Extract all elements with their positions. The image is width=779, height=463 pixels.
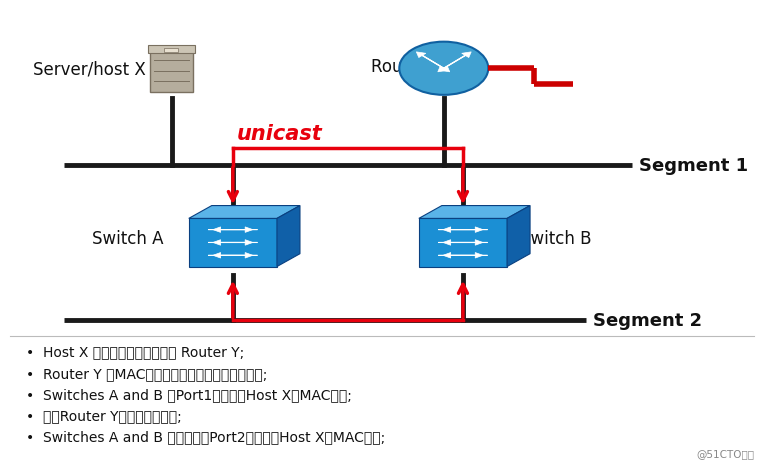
FancyArrow shape [208, 253, 253, 258]
Text: Router Y: Router Y [371, 58, 442, 76]
FancyArrow shape [213, 240, 257, 246]
FancyBboxPatch shape [150, 50, 192, 93]
Polygon shape [419, 219, 507, 267]
Polygon shape [507, 206, 530, 267]
FancyArrow shape [439, 253, 483, 258]
FancyBboxPatch shape [164, 49, 178, 52]
Circle shape [400, 43, 488, 96]
Text: •  Router Y 的MAC地址还没有被每个交换机学习到;: • Router Y 的MAC地址还没有被每个交换机学习到; [26, 366, 267, 380]
FancyArrow shape [422, 56, 449, 73]
Text: Segment 1: Segment 1 [640, 156, 749, 174]
Polygon shape [189, 206, 300, 219]
Text: •  到辽Router Y的数据帧被泛洪;: • 到辽Router Y的数据帧被泛洪; [26, 408, 182, 422]
Text: •  Switches A and B 不正确的在Port2上学习到Host X的MAC地址;: • Switches A and B 不正确的在Port2上学习到Host X的… [26, 429, 385, 443]
FancyArrow shape [443, 240, 488, 246]
Text: Server/host X: Server/host X [33, 60, 146, 78]
FancyArrow shape [208, 227, 253, 233]
FancyArrow shape [443, 253, 488, 258]
FancyArrow shape [208, 240, 253, 246]
FancyArrow shape [438, 56, 466, 73]
Polygon shape [419, 206, 530, 219]
Text: unicast: unicast [237, 124, 323, 144]
FancyArrow shape [439, 227, 483, 233]
FancyArrow shape [443, 227, 488, 233]
Text: •  Host X 发送一个单播数据帧给 Router Y;: • Host X 发送一个单播数据帧给 Router Y; [26, 345, 244, 359]
Text: @51CTO博客: @51CTO博客 [696, 448, 754, 458]
Text: Segment 2: Segment 2 [594, 312, 703, 330]
FancyArrow shape [439, 240, 483, 246]
FancyBboxPatch shape [148, 45, 195, 54]
FancyArrow shape [213, 227, 257, 233]
FancyArrow shape [213, 253, 257, 258]
Text: •  Switches A and B 在Port1上学习到Host X的MAC地址;: • Switches A and B 在Port1上学习到Host X的MAC地… [26, 387, 351, 401]
FancyArrow shape [443, 53, 471, 69]
Text: Switch A: Switch A [93, 229, 164, 247]
FancyArrow shape [416, 53, 444, 69]
Polygon shape [277, 206, 300, 267]
Text: Switch B: Switch B [520, 229, 592, 247]
Polygon shape [189, 219, 277, 267]
